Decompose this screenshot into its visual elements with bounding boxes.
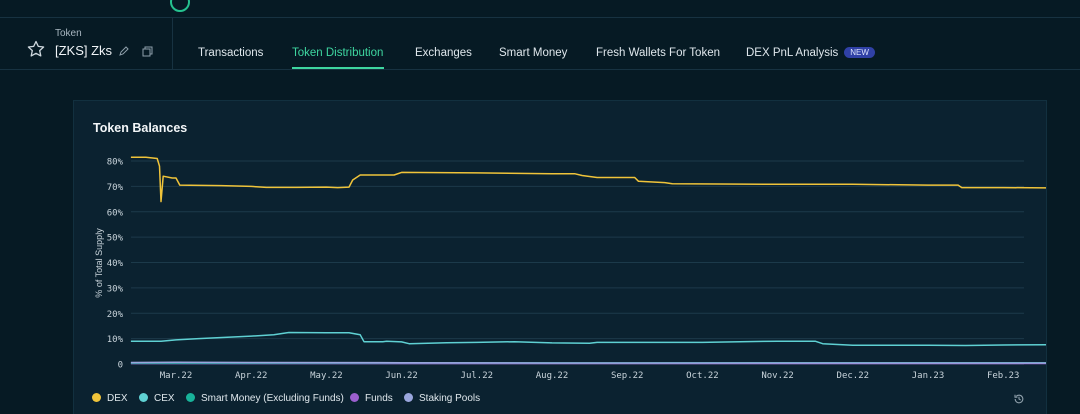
- legend-item-dex[interactable]: DEX: [92, 393, 128, 404]
- legend-label-funds: Funds: [365, 393, 393, 404]
- x-tick-label: May.22: [310, 371, 343, 381]
- y-tick-label: 10%: [107, 335, 124, 345]
- tab-token-distribution[interactable]: Token Distribution: [292, 47, 383, 59]
- x-tick-label: Oct.22: [686, 371, 719, 381]
- token-label: Token: [55, 28, 82, 39]
- copy-icon[interactable]: [142, 46, 153, 57]
- tab-fresh-wallets[interactable]: Fresh Wallets For Token: [596, 47, 720, 59]
- top-strip: [0, 0, 1080, 18]
- series-line-dex: [131, 157, 1046, 201]
- x-tick-label: Nov.22: [761, 371, 794, 381]
- x-tick-label: Jul.22: [461, 371, 494, 381]
- token-header: Token [ZKS] Zks Transactions Token Distr…: [0, 17, 1080, 70]
- x-tick-label: Jan.23: [912, 371, 945, 381]
- tab-exchanges[interactable]: Exchanges: [415, 47, 472, 59]
- y-axis-label: % of Total Supply: [94, 228, 104, 298]
- legend-label-smart-money: Smart Money (Excluding Funds): [201, 393, 344, 404]
- token-info: Token [ZKS] Zks: [26, 17, 173, 69]
- tab-smart-money[interactable]: Smart Money: [499, 47, 567, 59]
- legend-dot-staking-pools: [404, 393, 413, 402]
- x-tick-label: Jun.22: [385, 371, 418, 381]
- x-tick-label: Aug.22: [536, 371, 569, 381]
- active-tab-underline: [292, 67, 384, 69]
- x-tick-label: Apr.22: [235, 371, 268, 381]
- x-tick-label: Sep.22: [611, 371, 644, 381]
- legend-item-staking-pools[interactable]: Staking Pools: [404, 393, 480, 404]
- legend-dot-cex: [139, 393, 148, 402]
- edit-icon[interactable]: [118, 45, 130, 57]
- y-tick-label: 80%: [107, 158, 124, 168]
- x-tick-label: Mar.22: [160, 371, 193, 381]
- logo-fragment-icon: [170, 0, 190, 12]
- tab-dex-pnl-analysis[interactable]: DEX PnL Analysis NEW: [746, 47, 875, 59]
- legend-dot-dex: [92, 393, 101, 402]
- x-tick-label: Dec.22: [837, 371, 870, 381]
- x-tick-label: Feb.23: [987, 371, 1020, 381]
- legend-item-smart-money[interactable]: Smart Money (Excluding Funds): [186, 393, 344, 404]
- y-tick-label: 20%: [107, 310, 124, 320]
- y-tick-label: 0: [118, 361, 123, 371]
- tab-dex-pnl-label: DEX PnL Analysis: [746, 47, 838, 59]
- new-badge: NEW: [844, 47, 875, 58]
- y-tick-label: 30%: [107, 284, 124, 294]
- tab-transactions[interactable]: Transactions: [198, 47, 263, 59]
- legend-label-cex: CEX: [154, 393, 175, 404]
- y-tick-label: 60%: [107, 208, 124, 218]
- y-tick-label: 70%: [107, 183, 124, 193]
- star-icon[interactable]: [26, 39, 46, 59]
- token-balances-chart: 0 10% 20% 30% 40% 50% 60% 70% 80% Mar.22 Apr.22 May…: [74, 101, 1046, 391]
- legend-item-funds[interactable]: Funds: [350, 393, 393, 404]
- token-name: [ZKS] Zks: [55, 43, 112, 58]
- y-tick-label: 40%: [107, 259, 124, 269]
- legend-dot-smart-money: [186, 393, 195, 402]
- legend-item-cex[interactable]: CEX: [139, 393, 175, 404]
- legend-dot-funds: [350, 393, 359, 402]
- series-line-staking-pools: [131, 362, 1046, 363]
- y-tick-label: 50%: [107, 234, 124, 244]
- legend-label-dex: DEX: [107, 393, 128, 404]
- legend-label-staking-pools: Staking Pools: [419, 393, 480, 404]
- history-icon[interactable]: [1013, 393, 1025, 405]
